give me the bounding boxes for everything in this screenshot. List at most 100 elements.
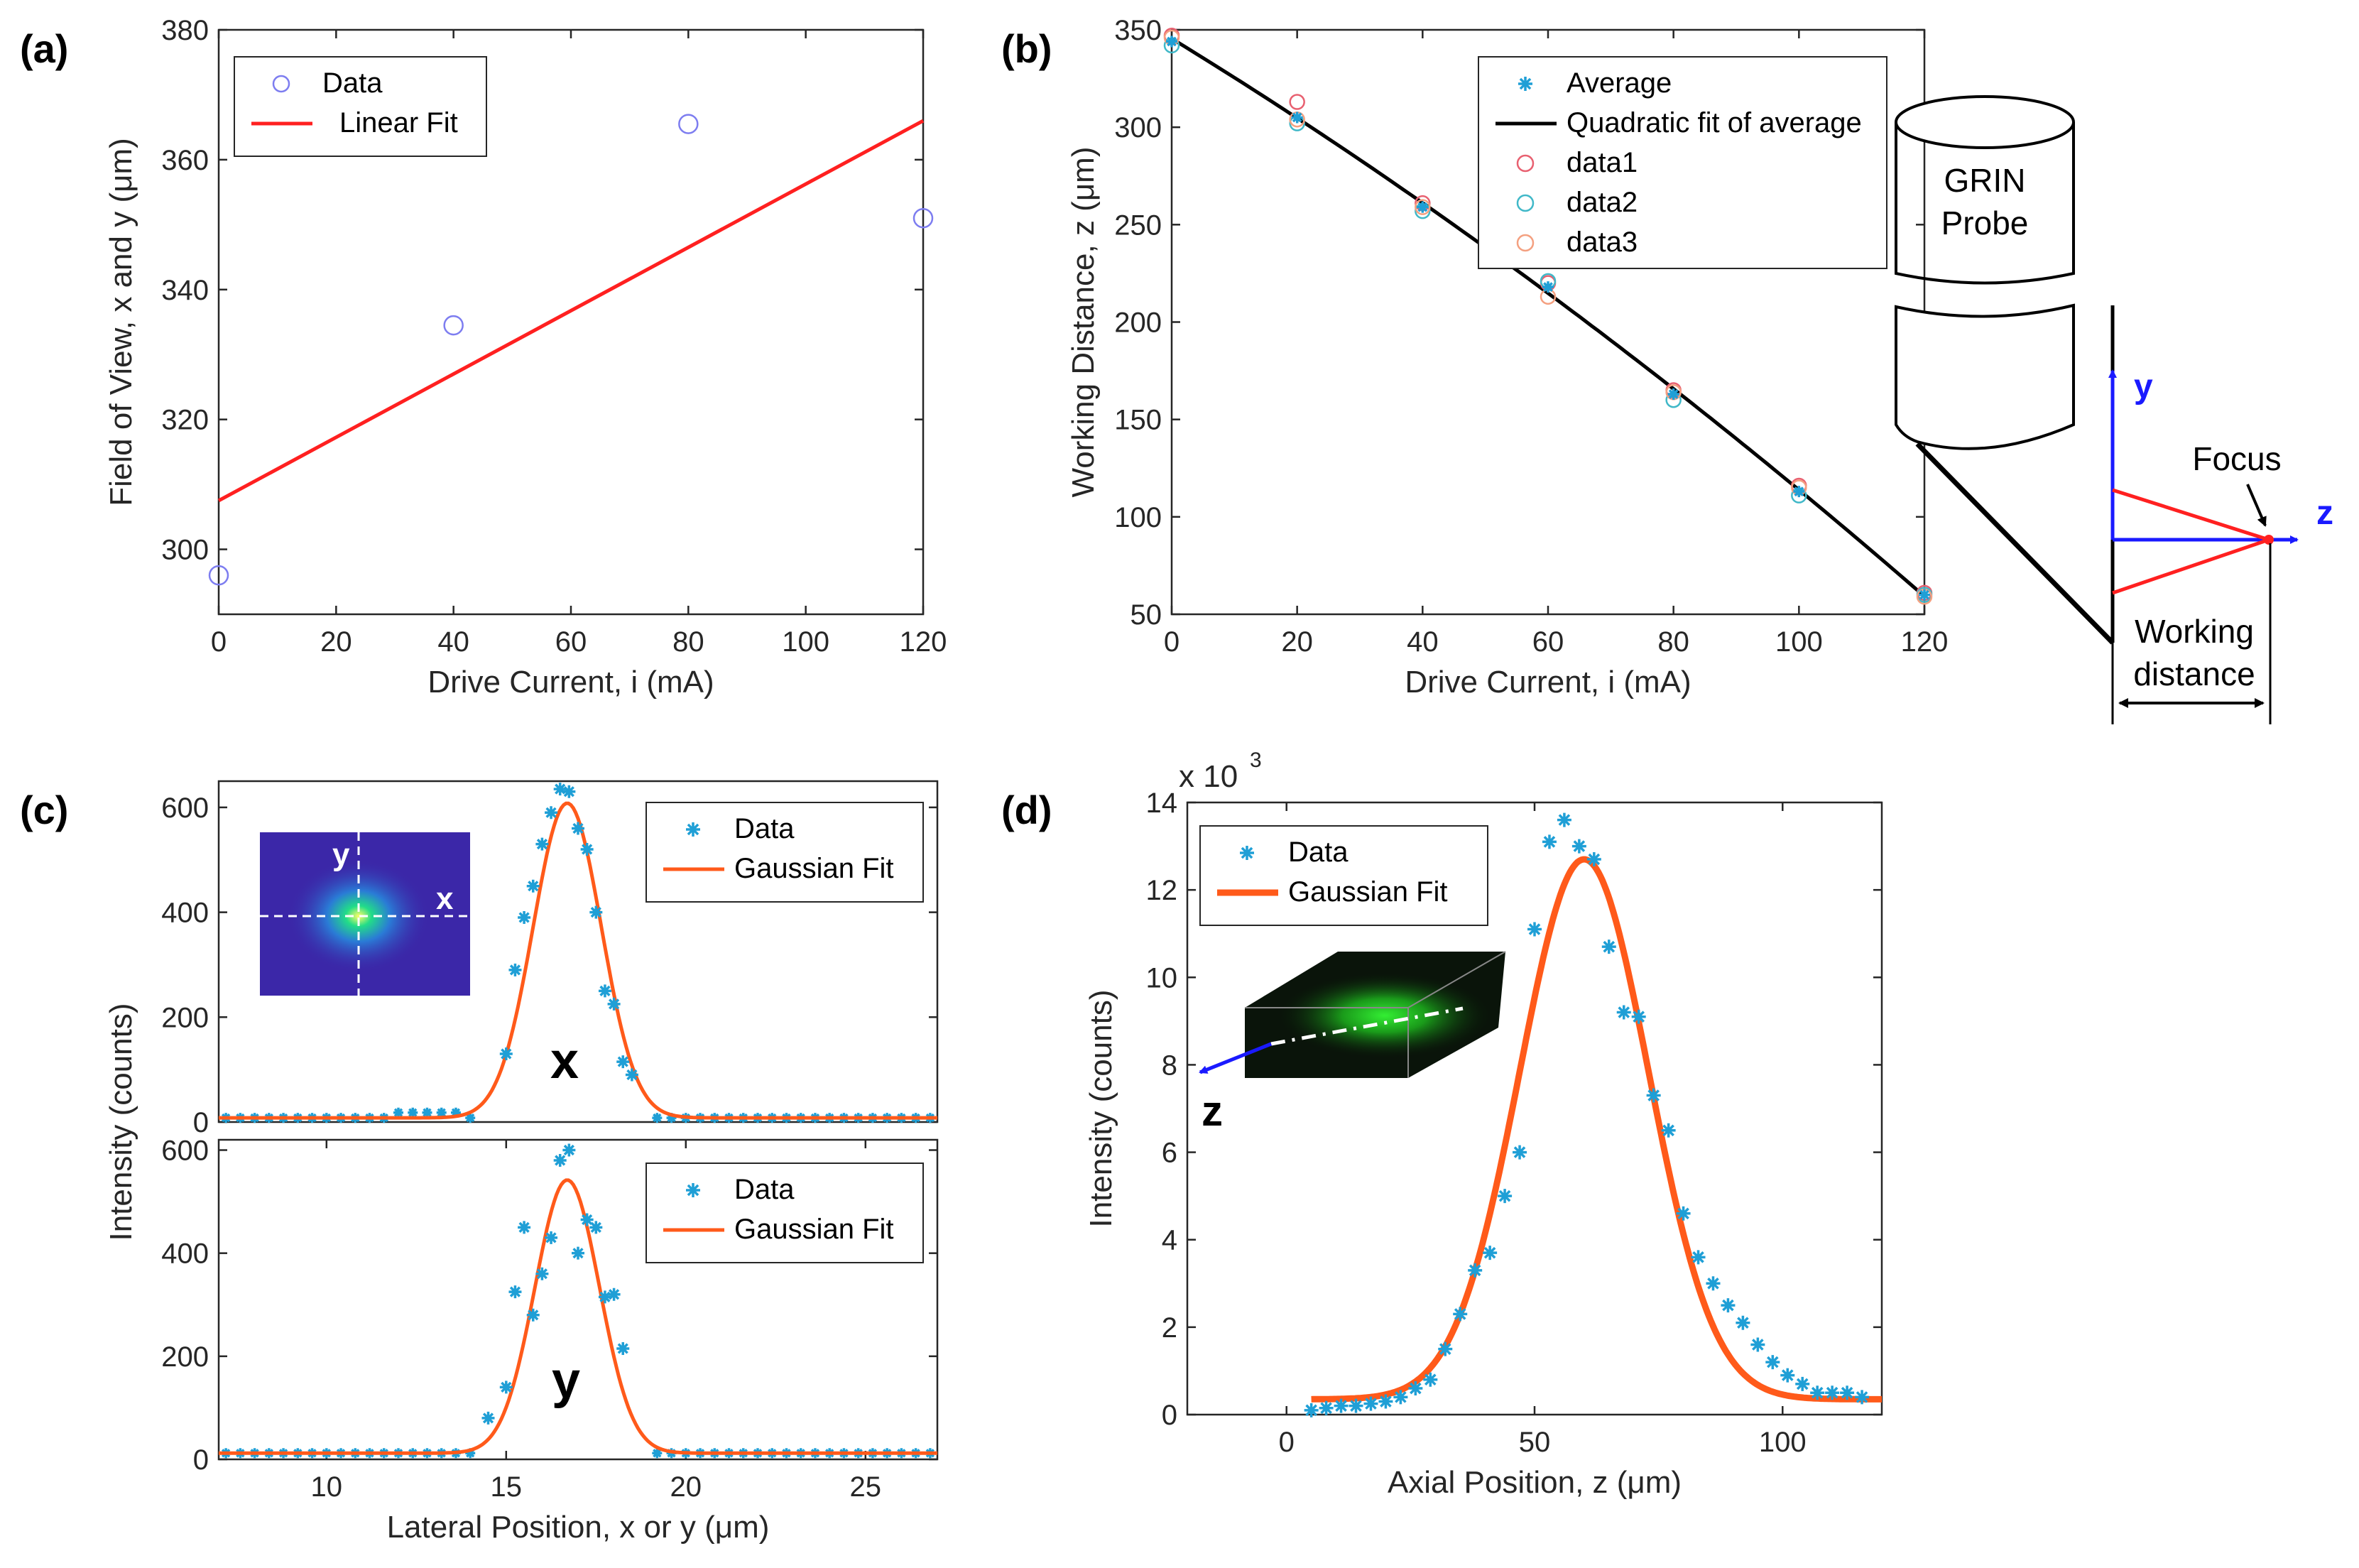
inset-beam-spot-glow	[288, 859, 430, 973]
x-tick-label-d: 50	[1519, 1427, 1551, 1458]
data-point-c-top	[580, 843, 594, 856]
legend-swatch-circle	[272, 75, 290, 93]
inset-z-arrow	[1199, 1042, 1272, 1074]
baseline-point	[465, 1113, 476, 1123]
data-point-d	[1304, 1403, 1319, 1417]
gaussian-fit-line	[1311, 856, 1882, 1403]
grin-probe-diagram: GRIN Probe y z Focus Working distance	[1895, 95, 2333, 724]
y-tick-label-d: 12	[1146, 875, 1178, 906]
y-tick-label-b: 150	[1114, 405, 1162, 436]
x-axis-label-c_bottom: Lateral Position, x or y (μm)	[387, 1510, 770, 1545]
legend-label: Linear Fit	[339, 107, 458, 138]
data-point-d	[1706, 1276, 1721, 1291]
data-point-c-top	[518, 911, 531, 924]
probe-lower-body	[1895, 303, 2075, 450]
x-tick-label-b: 60	[1532, 626, 1564, 658]
data-point-c-top	[589, 905, 603, 919]
data-point-c-bottom	[508, 1285, 522, 1299]
data-point-d	[1453, 1307, 1468, 1322]
data-point-c-bottom	[598, 1290, 611, 1304]
baseline-point	[652, 1113, 663, 1123]
legend-label: Gaussian Fit	[1288, 876, 1448, 908]
data-point-d	[1780, 1368, 1795, 1383]
data-point-d	[1661, 1123, 1676, 1138]
data-point-d	[1646, 1088, 1661, 1103]
z-axis-label: z	[2316, 494, 2333, 532]
data-point-d	[1378, 1394, 1393, 1409]
data-point-d	[1513, 1145, 1527, 1160]
data-point-d	[1840, 1385, 1855, 1400]
x-tick-label-b: 120	[1901, 626, 1949, 658]
data-point-c-top	[508, 963, 522, 976]
average-point	[1793, 486, 1805, 498]
working-distance-label-1: Working	[2135, 613, 2254, 650]
legend-label: data1	[1567, 147, 1638, 178]
legend-label: Data	[734, 813, 795, 844]
legend-label: Data	[322, 67, 383, 99]
legend-swatch-star	[686, 822, 700, 837]
y-tick-label-c_top: 600	[161, 793, 209, 824]
data-point-c-bottom	[572, 1246, 584, 1260]
gaussian-fit-line	[219, 1178, 937, 1455]
legend-swatch-circle	[1516, 234, 1535, 252]
y-tick-label-a: 360	[161, 145, 209, 176]
beam-upper-ray	[2112, 488, 2270, 542]
chart-d: 0 50 100 0 2 4 6 8 10 12 14 Axial Position, z (μm) I…	[1084, 748, 1883, 1500]
x-tick-label-c_bottom: 15	[491, 1471, 523, 1503]
data-point-c-bottom	[562, 1143, 576, 1157]
data-point-d	[1631, 1009, 1646, 1024]
y-tick-label-d: 10	[1146, 962, 1178, 993]
inset-volume-edge-2	[1407, 951, 1506, 1008]
chart-a: 0 20 40 60 80 100 120 300 320 340 360 380 Drive Curr…	[104, 15, 947, 699]
chart-c_bottom: 10 15 20 25 0 200 400 600 Lateral Position, x or…	[104, 1003, 939, 1545]
focus-point	[2264, 535, 2274, 545]
y-axis-label: y	[2134, 368, 2153, 405]
x-tick-label-b: 100	[1775, 626, 1823, 658]
y-axis-label-b: Working Distance, z (μm)	[1066, 147, 1101, 498]
panel-letter-c: (c)	[20, 788, 68, 832]
y-tick-label-a: 380	[161, 15, 209, 46]
legend-label: data2	[1567, 187, 1638, 218]
x-tick-label-b: 0	[1164, 626, 1180, 658]
data-point-d	[1616, 1005, 1631, 1020]
average-point	[1417, 201, 1429, 213]
legend-label: Average	[1567, 67, 1672, 99]
y-tick-label-b: 100	[1114, 502, 1162, 533]
legend-swatch-star	[686, 1183, 700, 1197]
probe-top-ellipse	[1895, 95, 2075, 149]
baseline-point	[436, 1107, 447, 1118]
data-point-data1	[1289, 94, 1305, 110]
data-point-d	[1527, 922, 1542, 937]
y-tick-label-c_bottom: 0	[193, 1444, 209, 1476]
x-tick-label-d: 100	[1759, 1427, 1807, 1458]
legend-label: Gaussian Fit	[734, 853, 894, 884]
data-point-c-bottom	[499, 1381, 513, 1394]
legend-label: Quadratic fit of average	[1567, 107, 1862, 138]
legend-label: Data	[734, 1174, 795, 1205]
baseline-point	[450, 1107, 461, 1118]
inset-volume-dashed-line	[1270, 1006, 1464, 1046]
data-point-c-top	[598, 984, 611, 998]
y-tick-label-b: 300	[1114, 112, 1162, 143]
legend-box	[1199, 825, 1488, 926]
x-axis-label-a: Drive Current, i (mA)	[427, 665, 714, 699]
y-tick-label-a: 340	[161, 275, 209, 306]
probe-tip-slant	[1915, 442, 2115, 645]
data-point-a	[208, 565, 229, 586]
data-point-d	[1586, 852, 1601, 867]
data-point-data3	[1415, 199, 1431, 215]
y-tick-label-c_bottom: 600	[161, 1136, 209, 1167]
data-point-c-top	[526, 879, 540, 893]
data-point-c-bottom	[535, 1267, 549, 1280]
data-point-d	[1349, 1398, 1363, 1413]
beam-lower-ray	[2112, 538, 2270, 595]
data-point-a	[678, 114, 699, 134]
baseline-point	[652, 1448, 663, 1459]
y-tick-label-c_bottom: 200	[161, 1341, 209, 1373]
data-point-d	[1825, 1385, 1840, 1400]
y-tick-label-c_bottom: 400	[161, 1238, 209, 1270]
data-point-c-top	[553, 783, 567, 796]
x-tick-label-a: 40	[437, 626, 469, 658]
y-tick-label-a: 320	[161, 405, 209, 436]
